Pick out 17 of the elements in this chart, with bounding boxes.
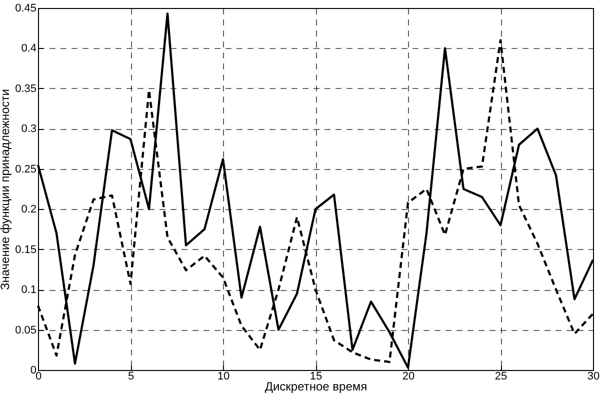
y-tick-label: 0.05 bbox=[15, 324, 36, 336]
x-tick-label: 10 bbox=[217, 370, 230, 382]
x-axis-title: Дискретное время bbox=[264, 380, 368, 394]
y-tick-label: 0.2 bbox=[21, 204, 36, 216]
x-tick-label: 20 bbox=[402, 370, 415, 382]
y-axis-title: Значение функции принадлежности bbox=[0, 88, 12, 290]
x-tick-label: 15 bbox=[310, 370, 322, 382]
y-tick-label: 0.25 bbox=[15, 163, 36, 176]
y-tick-label: 0.35 bbox=[15, 82, 36, 95]
y-tick-label: 0.1 bbox=[21, 284, 36, 296]
y-tick-label: 0.45 bbox=[15, 2, 36, 14]
y-tick-label: 0.15 bbox=[15, 244, 36, 256]
x-tick-label: 25 bbox=[494, 370, 508, 382]
x-tick-label: 30 bbox=[587, 370, 600, 382]
y-tick-label: 0.4 bbox=[21, 42, 36, 55]
y-tick-label: 0.3 bbox=[21, 123, 36, 136]
x-tick-label: 5 bbox=[128, 370, 134, 382]
